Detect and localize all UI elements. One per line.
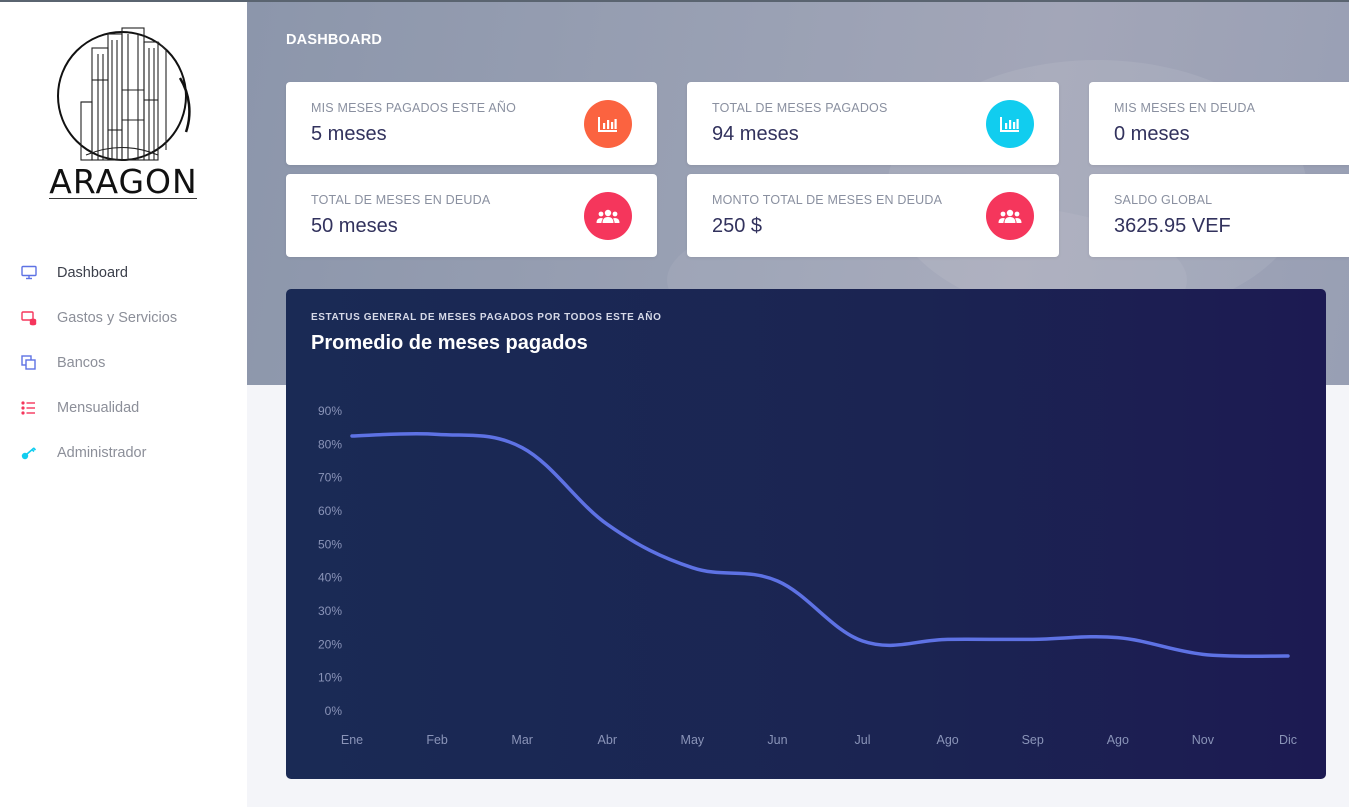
data-point[interactable]	[1114, 634, 1122, 642]
data-point[interactable]	[1284, 652, 1292, 660]
building-logo-icon	[57, 27, 191, 161]
sidebar-item-mensualidad[interactable]: Mensualidad	[0, 385, 247, 430]
stat-label: MIS MESES EN DEUDA	[1114, 101, 1256, 115]
x-tick-label: Jun	[767, 733, 787, 747]
data-point[interactable]	[944, 635, 952, 643]
data-point[interactable]	[603, 520, 611, 528]
stat-value: 0 meses	[1114, 123, 1190, 145]
sidebar-item-label: Mensualidad	[57, 399, 140, 416]
stat-card-total-meses-pagados[interactable]: TOTAL DE MESES PAGADOS 94 meses	[687, 82, 1059, 165]
x-tick-label: Ago	[1107, 733, 1129, 747]
x-tick-label: Nov	[1192, 733, 1215, 747]
x-tick-label: May	[681, 733, 705, 747]
sidebar-item-label: Administrador	[57, 444, 147, 461]
stat-card-saldo-global[interactable]: SALDO GLOBAL 3625.95 VEF	[1089, 174, 1349, 257]
stat-value: 50 meses	[311, 215, 398, 237]
sidebar-item-dashboard[interactable]: Dashboard	[0, 250, 247, 295]
sidebar: ARAGON Dashboard Gastos y Servicios Banc…	[0, 0, 247, 807]
sidebar-nav: Dashboard Gastos y Servicios Bancos Mens…	[0, 250, 247, 475]
y-tick-label: 10%	[318, 671, 342, 685]
chart-card: ESTATUS GENERAL DE MESES PAGADOS POR TOD…	[286, 289, 1326, 779]
x-tick-label: Mar	[511, 733, 533, 747]
users-icon	[986, 192, 1034, 240]
stat-card-monto-total-deuda[interactable]: MONTO TOTAL DE MESES EN DEUDA 250 $	[687, 174, 1059, 257]
y-tick-label: 20%	[318, 637, 342, 651]
data-point[interactable]	[1029, 635, 1037, 643]
data-point[interactable]	[859, 637, 867, 645]
x-tick-label: Jul	[855, 733, 871, 747]
data-point[interactable]	[773, 577, 781, 585]
y-tick-label: 0%	[325, 704, 343, 718]
stat-card-total-meses-deuda[interactable]: TOTAL DE MESES EN DEUDA 50 meses	[286, 174, 657, 257]
stat-card-mis-meses-deuda[interactable]: MIS MESES EN DEUDA 0 meses	[1089, 82, 1349, 165]
chart-bar-icon	[986, 100, 1034, 148]
chart-title: Promedio de meses pagados	[311, 332, 588, 354]
x-tick-label: Feb	[426, 733, 448, 747]
chart-bar-icon	[584, 100, 632, 148]
sidebar-item-bancos[interactable]: Bancos	[0, 340, 247, 385]
x-tick-label: Sep	[1022, 733, 1044, 747]
data-point[interactable]	[433, 430, 441, 438]
y-tick-label: 40%	[318, 571, 342, 585]
stat-value: 5 meses	[311, 123, 387, 145]
y-tick-label: 70%	[318, 471, 342, 485]
x-tick-label: Ene	[341, 733, 363, 747]
sidebar-item-label: Gastos y Servicios	[57, 309, 178, 326]
chart-subtitle: ESTATUS GENERAL DE MESES PAGADOS POR TOD…	[311, 312, 662, 323]
brand-logo[interactable]: ARAGON	[46, 20, 201, 202]
y-tick-label: 30%	[318, 604, 342, 618]
brand-name: ARAGON	[49, 162, 198, 201]
stat-label: SALDO GLOBAL	[1114, 193, 1213, 207]
sidebar-item-gastos-servicios[interactable]: Gastos y Servicios	[0, 295, 247, 340]
page-title: DASHBOARD	[286, 32, 383, 48]
y-tick-label: 50%	[318, 537, 342, 551]
y-tick-label: 80%	[318, 437, 342, 451]
x-tick-label: Abr	[598, 733, 617, 747]
data-point[interactable]	[518, 444, 526, 452]
x-tick-label: Dic	[1279, 733, 1297, 747]
stat-label: TOTAL DE MESES EN DEUDA	[311, 193, 491, 207]
stat-label: MIS MESES PAGADOS ESTE AÑO	[311, 101, 517, 115]
database-icon	[20, 309, 37, 326]
data-point[interactable]	[1199, 650, 1207, 658]
sidebar-item-administrador[interactable]: Administrador	[0, 430, 247, 475]
brand-underline	[49, 198, 197, 199]
x-tick-label: Ago	[937, 733, 959, 747]
stat-card-meses-pagados-ano[interactable]: MIS MESES PAGADOS ESTE AÑO 5 meses	[286, 82, 657, 165]
list-icon	[20, 399, 37, 416]
data-point[interactable]	[688, 564, 696, 572]
stat-label: MONTO TOTAL DE MESES EN DEUDA	[712, 193, 943, 207]
top-border	[0, 0, 1349, 2]
y-tick-label: 60%	[318, 504, 342, 518]
line-chart[interactable]: 0% 10% 20% 30% 40% 50% 60% 70% 80% 90% Ene Feb Mar Ab…	[286, 289, 1326, 779]
stat-label: TOTAL DE MESES PAGADOS	[712, 101, 888, 115]
series-line	[350, 431, 1290, 659]
y-tick-label: 90%	[318, 404, 342, 418]
windows-icon	[20, 354, 37, 371]
stat-value: 250 $	[712, 215, 763, 237]
key-icon	[20, 444, 37, 461]
stat-value: 94 meses	[712, 123, 799, 145]
stat-value: 3625.95 VEF	[1114, 215, 1231, 237]
monitor-icon	[20, 264, 37, 281]
sidebar-item-label: Bancos	[57, 354, 106, 371]
users-icon	[584, 192, 632, 240]
data-point[interactable]	[348, 432, 356, 440]
sidebar-item-label: Dashboard	[57, 264, 128, 281]
